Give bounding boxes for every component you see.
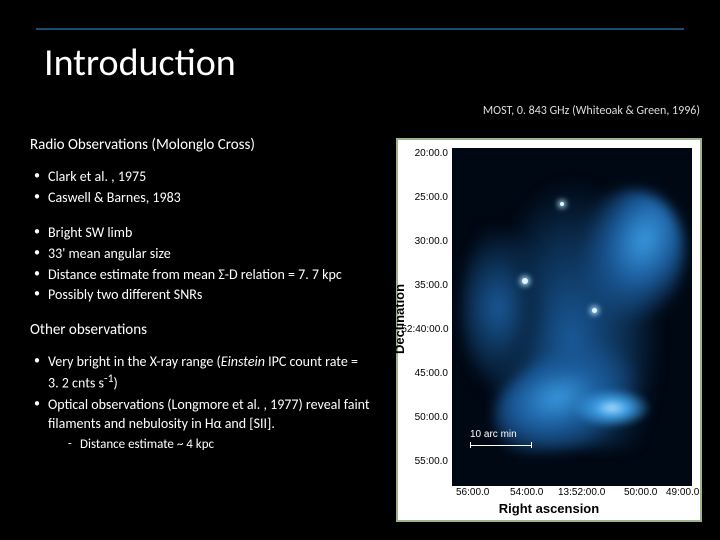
star-icon xyxy=(560,202,564,206)
ytick: 30:00.0 xyxy=(406,236,448,247)
text-italic: Einstein xyxy=(221,353,265,370)
list-item: Bright SW limb xyxy=(30,224,370,243)
list-item: Distance estimate ~ 4 kpc xyxy=(48,436,370,454)
text-sup: -1 xyxy=(104,372,113,386)
ytick: 50:00.0 xyxy=(406,412,448,423)
text: Optical observations (Longmore et al. , … xyxy=(48,396,370,432)
list-item: 33' mean angular size xyxy=(30,245,370,264)
sub-list: Distance estimate ~ 4 kpc xyxy=(48,436,370,454)
bullet-group-2: Bright SW limb 33' mean angular size Dis… xyxy=(30,224,370,306)
scalebar-label: 10 arc min xyxy=(470,429,517,440)
text: ) xyxy=(114,375,118,392)
xtick: 50:00.0 xyxy=(624,487,657,498)
plot-area: 10 arc min xyxy=(452,148,692,486)
ytick: 55:00.0 xyxy=(406,456,448,467)
y-axis-label: Declination xyxy=(392,284,407,354)
ytick: 35:00.0 xyxy=(406,280,448,291)
list-item: Optical observations (Longmore et al. , … xyxy=(30,396,370,453)
divider-line xyxy=(36,28,684,30)
figure-panel: 10 arc min 20:00.0 25:00.0 30:00.0 35:00… xyxy=(396,138,702,522)
x-axis-label: Right ascension xyxy=(398,501,700,516)
ytick: 45:00.0 xyxy=(406,368,448,379)
list-item: Caswell & Barnes, 1983 xyxy=(30,189,370,208)
xtick: 54:00.0 xyxy=(510,487,543,498)
figure-caption: MOST, 0. 843 GHz (Whiteoak & Green, 1996… xyxy=(400,104,700,118)
nebula-arc-w xyxy=(462,218,552,398)
star-icon xyxy=(522,278,528,284)
xtick: 13:52:00.0 xyxy=(558,487,605,498)
slide-title: Introduction xyxy=(44,40,236,86)
list-item: Distance estimate from mean Σ-D relation… xyxy=(30,266,370,285)
list-item: Clark et al. , 1975 xyxy=(30,168,370,187)
list-item: Very bright in the X-ray range (Einstein… xyxy=(30,353,370,393)
scalebar xyxy=(470,445,532,446)
content-column: Radio Observations (Molonglo Cross) Clar… xyxy=(30,136,370,469)
subheading-other: Other observations xyxy=(30,321,370,339)
ytick: 25:00.0 xyxy=(406,192,448,203)
ytick: 20:00.0 xyxy=(406,148,448,159)
bullet-group-3: Very bright in the X-ray range (Einstein… xyxy=(30,353,370,453)
text: Very bright in the X-ray range ( xyxy=(48,353,221,370)
subheading-radio: Radio Observations (Molonglo Cross) xyxy=(30,136,370,154)
xtick: 49:00.0 xyxy=(666,487,699,498)
list-item: Possibly two different SNRs xyxy=(30,286,370,305)
nebula-bright-knot xyxy=(572,388,652,428)
star-icon xyxy=(592,308,597,313)
bullet-group-1: Clark et al. , 1975 Caswell & Barnes, 19… xyxy=(30,168,370,208)
xtick: 56:00.0 xyxy=(456,487,489,498)
